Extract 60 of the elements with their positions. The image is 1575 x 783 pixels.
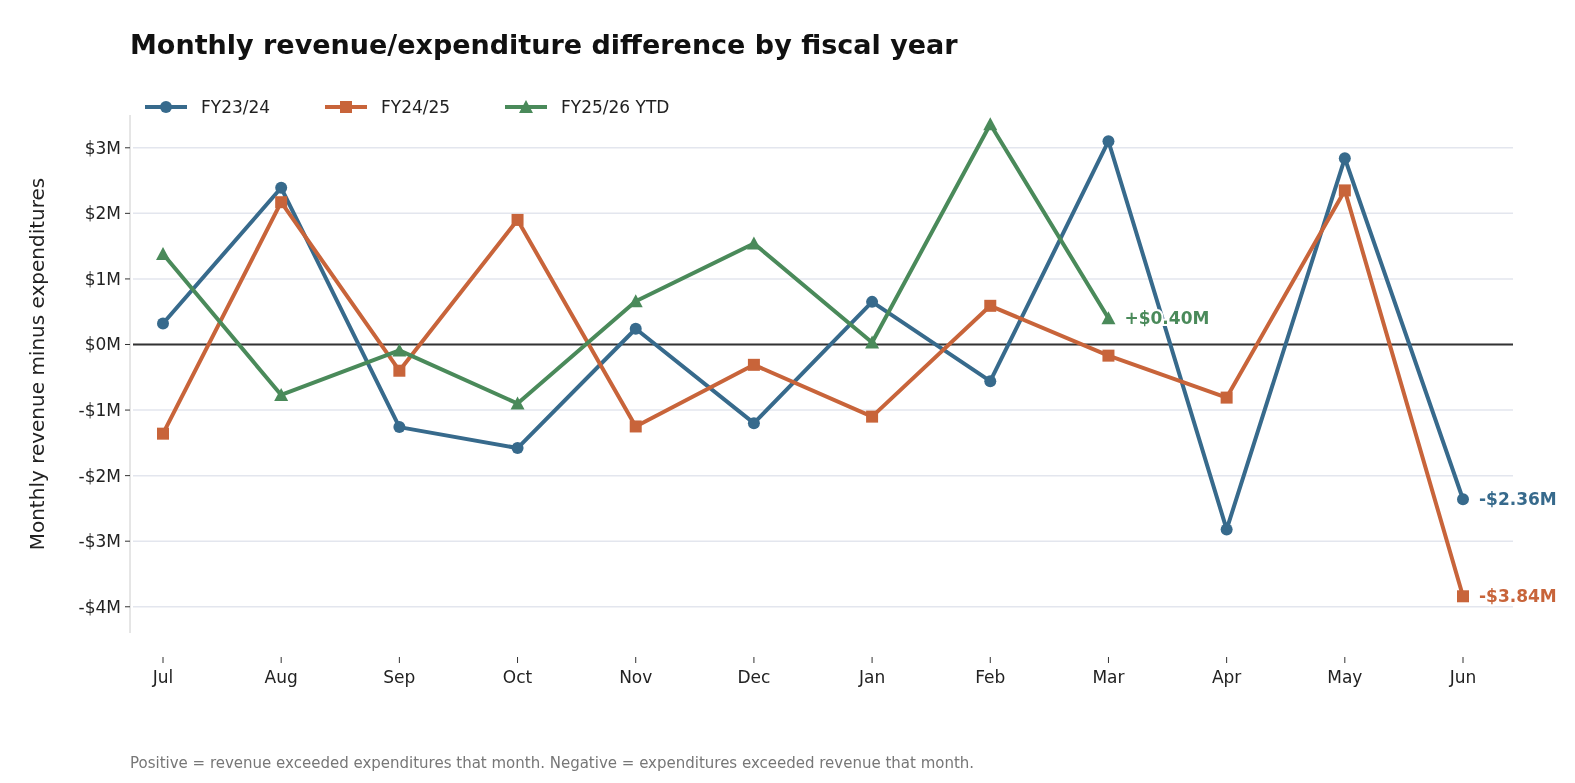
point — [866, 295, 879, 308]
x-tick-label: Dec — [737, 667, 771, 687]
y-tick-label: $3M — [84, 137, 121, 158]
point — [157, 427, 169, 440]
point — [274, 387, 289, 401]
point — [747, 417, 760, 430]
point — [275, 196, 288, 209]
y-tick-label: $0M — [84, 334, 121, 355]
point — [511, 442, 524, 455]
point — [629, 420, 642, 433]
point — [747, 358, 760, 371]
point — [1338, 184, 1351, 197]
point — [392, 343, 407, 357]
point — [746, 236, 761, 250]
point — [510, 396, 525, 410]
chart-title: Monthly revenue/expenditure difference by fiscal year — [130, 29, 959, 60]
point — [1457, 493, 1469, 506]
point — [156, 247, 170, 261]
x-tick-label: May — [1327, 667, 1363, 687]
x-tick-label: Feb — [975, 667, 1006, 687]
y-tick-label: $1M — [84, 268, 121, 289]
y-tick-label: $2M — [84, 203, 121, 224]
point — [865, 335, 880, 349]
legend-label: FY25/26 YTD — [561, 96, 670, 117]
point — [1102, 135, 1115, 148]
y-tick-label: -$2M — [78, 465, 121, 486]
x-tick-label: Jul — [151, 667, 174, 687]
point — [1220, 523, 1233, 536]
data-label: -$3.84M — [1479, 586, 1557, 607]
point — [393, 421, 406, 434]
x-tick-label: Mar — [1092, 667, 1125, 687]
legend-label: FY24/25 — [381, 96, 451, 117]
data-label: -$2.36M — [1479, 489, 1557, 510]
point — [511, 213, 524, 226]
y-tick-label: -$4M — [78, 596, 121, 617]
point — [157, 317, 169, 330]
point — [628, 294, 643, 308]
y-tick-label: -$3M — [78, 531, 121, 552]
y-axis-title: Monthly revenue minus expenditures — [25, 177, 49, 551]
point — [983, 117, 998, 131]
x-tick-label: Nov — [619, 667, 653, 687]
x-tick-label: Sep — [383, 667, 416, 687]
y-tick-label: -$1M — [78, 400, 121, 421]
x-tick-label: Oct — [502, 667, 533, 687]
x-tick-label: Apr — [1211, 667, 1242, 687]
x-tick-label: Jan — [857, 667, 886, 687]
x-tick-label: Aug — [264, 667, 298, 687]
point — [275, 181, 288, 194]
point — [629, 322, 642, 335]
point — [1220, 391, 1233, 404]
x-tick-label: Jun — [1448, 667, 1477, 687]
point — [1102, 349, 1115, 362]
point — [1101, 311, 1116, 325]
text: Positive = revenue exceeded expenditures that month. Negative = expenditures exceeded revenue that month. — [130, 754, 975, 772]
point — [866, 410, 879, 423]
point — [393, 364, 406, 377]
legend-label: FY23/24 — [201, 96, 271, 117]
point — [1457, 590, 1469, 603]
point — [984, 375, 997, 388]
point — [984, 299, 997, 312]
